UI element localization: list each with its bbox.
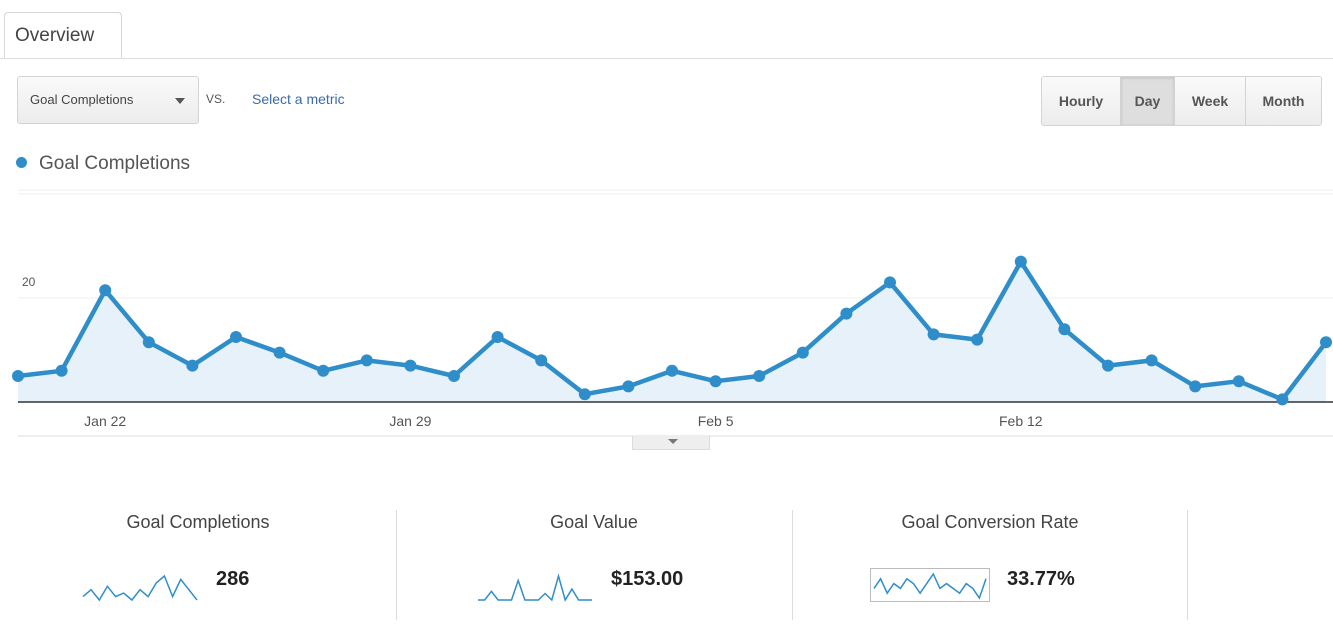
day-button[interactable]: Day <box>1120 77 1174 125</box>
sparkline-frame <box>870 568 990 602</box>
sparkline-path <box>82 574 198 602</box>
legend-dot-icon <box>16 157 27 168</box>
data-point <box>753 370 766 382</box>
month-button[interactable]: Month <box>1245 77 1321 125</box>
data-point <box>666 364 678 377</box>
data-point <box>12 370 24 382</box>
y-tick-label: 20 <box>22 275 36 289</box>
data-point <box>448 370 460 382</box>
data-point <box>1058 323 1071 336</box>
metric-dropdown-label: Goal Completions <box>30 92 134 107</box>
data-point <box>99 284 112 297</box>
divider <box>792 510 793 620</box>
data-point <box>317 364 330 377</box>
series-area <box>18 261 1326 402</box>
data-point <box>186 359 199 372</box>
divider <box>1187 510 1188 620</box>
data-point <box>796 346 809 359</box>
data-point <box>404 359 417 372</box>
data-point <box>1320 336 1332 349</box>
metric-label: Goal Value <box>550 512 638 532</box>
caret-down-icon <box>175 98 185 104</box>
collapse-chart-button[interactable] <box>632 436 710 450</box>
legend-label: Goal Completions <box>39 153 191 174</box>
data-point <box>840 307 853 320</box>
vs-label: VS. <box>206 92 226 106</box>
sparkline-path <box>478 573 592 602</box>
chart-legend: Goal Completions <box>16 153 190 175</box>
data-point <box>273 346 286 359</box>
data-point <box>622 380 635 393</box>
caret-down-icon <box>668 439 678 444</box>
tab-overview[interactable]: Overview <box>4 12 122 58</box>
data-point <box>491 331 504 343</box>
metric-goal-completions[interactable]: Goal Completions 286 <box>0 512 396 620</box>
metric-value: $153.00 <box>611 568 684 590</box>
week-button[interactable]: Week <box>1174 77 1245 125</box>
data-point <box>1102 359 1114 372</box>
data-point <box>230 331 242 343</box>
data-point <box>927 328 940 341</box>
hourly-button[interactable]: Hourly <box>1042 77 1120 125</box>
data-point <box>578 388 591 401</box>
select-metric-link[interactable]: Select a metric <box>252 91 345 107</box>
data-point <box>535 354 548 367</box>
x-tick-label: Jan 29 <box>389 413 431 429</box>
sparkline <box>870 568 990 602</box>
metric-dropdown[interactable]: Goal Completions <box>17 76 199 124</box>
metric-label: Goal Completions <box>126 512 270 532</box>
data-point <box>1232 375 1245 388</box>
sparkline <box>82 574 198 602</box>
metric-label: Goal Conversion Rate <box>901 512 1079 532</box>
granularity-toggle: Hourly Day Week Month <box>1041 76 1322 126</box>
x-tick-label: Feb 12 <box>999 413 1043 429</box>
x-tick-label: Jan 22 <box>84 413 126 429</box>
x-tick-label: Feb 5 <box>698 413 734 429</box>
data-point <box>55 364 68 377</box>
data-point <box>360 354 373 367</box>
tab-divider <box>0 58 1333 59</box>
data-point <box>1014 255 1027 268</box>
metric-goal-conversion-rate[interactable]: Goal Conversion Rate 33.77% <box>792 512 1188 620</box>
tab-bar: Overview <box>0 0 1333 60</box>
data-point <box>884 276 896 289</box>
data-point <box>142 336 155 349</box>
metric-value: 33.77% <box>1007 568 1075 590</box>
data-point <box>709 375 722 388</box>
metric-value: 286 <box>216 568 250 590</box>
sparkline <box>478 573 592 602</box>
sparkline-path <box>873 572 987 600</box>
data-point <box>1276 393 1289 406</box>
metric-goal-value[interactable]: Goal Value $153.00 <box>396 512 792 620</box>
data-point <box>1145 354 1158 367</box>
divider <box>396 510 397 620</box>
data-point <box>1189 380 1202 393</box>
data-point <box>971 333 984 346</box>
